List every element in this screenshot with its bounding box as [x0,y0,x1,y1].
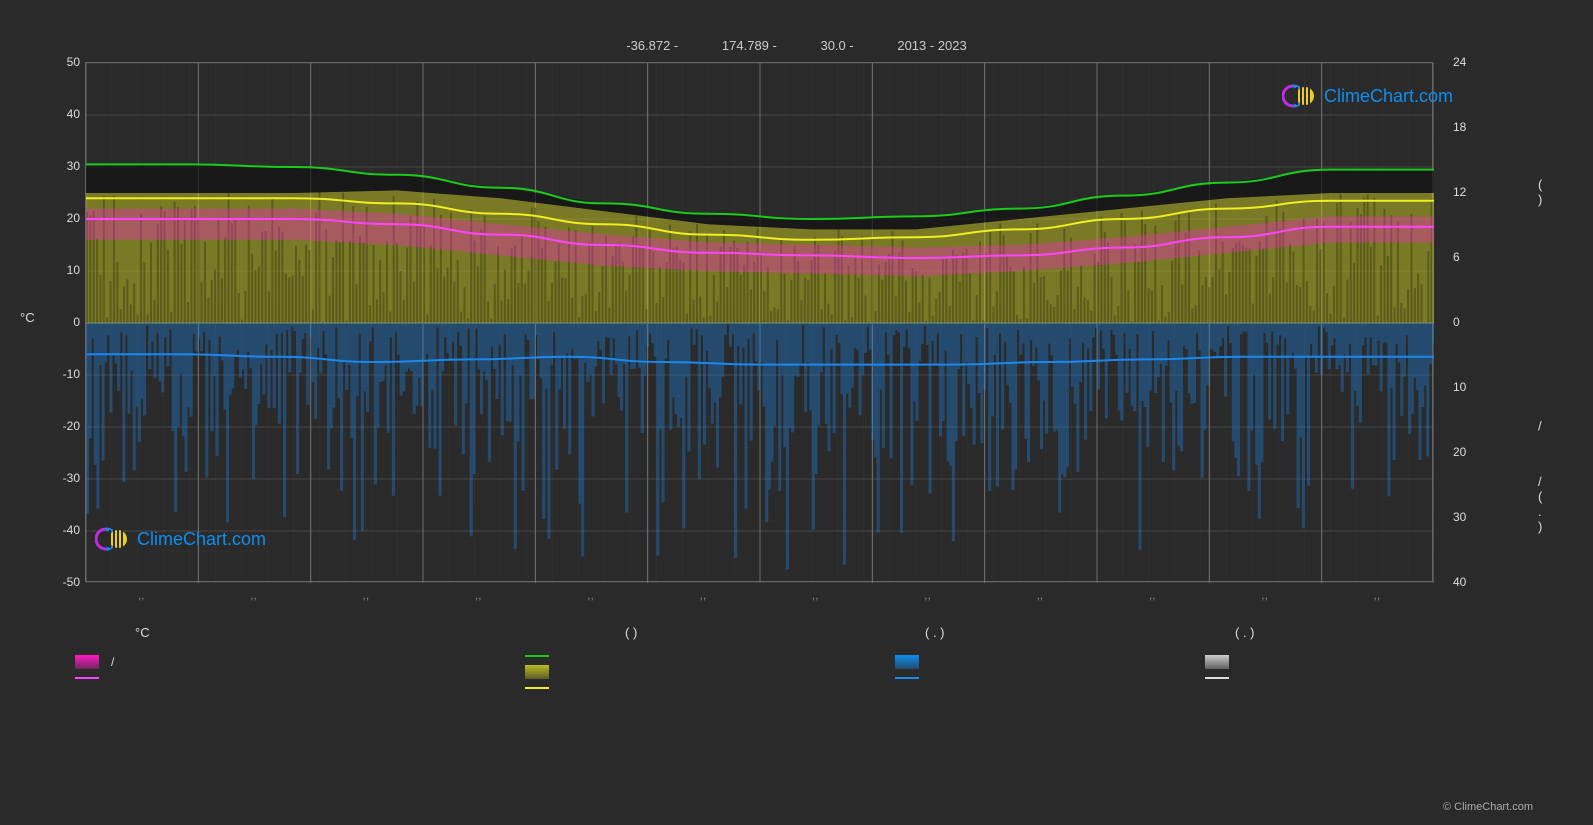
y-axis-left: 50403020100-10-20-30-40-50 [45,62,80,582]
legend-header-precip: ( . ) [895,625,1205,640]
legend-swatch [525,655,549,657]
x-tick: ,, [1036,588,1043,602]
y-right-label-bot: / ( . ) [1538,474,1542,534]
legend-item [895,677,1205,679]
y-left-tick: -30 [45,471,80,485]
y-left-tick: -10 [45,367,80,381]
legend-item [525,655,895,657]
y-left-tick: 0 [45,315,80,329]
x-tick: ,, [812,588,819,602]
header-years: 2013 - 2023 [897,38,966,53]
legend-header-other: ( . ) [1205,625,1255,640]
legend-swatch [895,677,919,679]
y-right-tick: 10 [1453,380,1466,394]
x-tick: ,, [1261,588,1268,602]
watermark-logo-top: ClimeChart.com [1282,82,1453,110]
y-right-tick: 20 [1453,445,1466,459]
y-right-tick: 30 [1453,510,1466,524]
x-tick: ,, [138,588,145,602]
legend-swatch [525,665,549,679]
legend-item [75,677,525,679]
y-left-tick: -50 [45,575,80,589]
legend-item [895,655,1205,669]
y-right-label-top: ( ) [1538,177,1542,207]
x-tick: ,, [699,588,706,602]
x-tick: ,, [1373,588,1380,602]
x-tick: ,, [1149,588,1156,602]
y-left-tick: 20 [45,211,80,225]
legend-label: / [111,655,114,669]
y-right-tick: 24 [1453,55,1466,69]
legend-swatch [75,677,99,679]
y-right-tick: 18 [1453,120,1466,134]
legend-swatch [1205,677,1229,679]
legend-item: / [75,655,525,669]
y-left-tick: 50 [45,55,80,69]
y-right-tick: 6 [1453,250,1460,264]
y-right-tick: 40 [1453,575,1466,589]
x-tick: ,, [475,588,482,602]
legend-item [525,687,895,689]
header-elev: 30.0 - [820,38,853,53]
y-right-tick: 0 [1453,315,1460,329]
y-left-tick: 10 [45,263,80,277]
y-left-tick: 30 [45,159,80,173]
climechart-logo-icon [1282,82,1316,110]
legend-item [1205,655,1455,669]
y-axis-right: 2418126010203040 [1453,62,1483,582]
legend: °C ( ) ( . ) ( . ) / [75,625,1475,697]
y-left-tick: -20 [45,419,80,433]
watermark-logo-bottom: ClimeChart.com [95,525,266,553]
legend-item [1205,677,1455,679]
legend-header-temp: °C [75,625,525,640]
x-tick: ,, [362,588,369,602]
y-right-label-mid: / [1538,419,1542,434]
climate-chart-container: -36.872 - 174.789 - 30.0 - 2013 - 2023 °… [0,0,1593,825]
legend-swatch [75,655,99,669]
legend-swatch [525,687,549,689]
y-left-tick: -40 [45,523,80,537]
x-tick: ,, [924,588,931,602]
legend-header-sun: ( ) [525,625,895,640]
legend-item [525,665,895,679]
brand-text: ClimeChart.com [1324,86,1453,107]
x-tick: ,, [250,588,257,602]
legend-swatch [895,655,919,669]
plot-area [85,62,1433,582]
header-lon: 174.789 - [722,38,777,53]
x-axis: ,,,,,,,,,,,,,,,,,,,,,,,, [85,588,1433,608]
chart-header-info: -36.872 - 174.789 - 30.0 - 2013 - 2023 [0,38,1593,53]
y-right-tick: 12 [1453,185,1466,199]
header-lat: -36.872 - [626,38,678,53]
chart-svg [86,63,1434,583]
legend-swatch [1205,655,1229,669]
x-tick: ,, [587,588,594,602]
brand-text: ClimeChart.com [137,529,266,550]
y-left-tick: 40 [45,107,80,121]
copyright-text: © ClimeChart.com [1443,801,1533,813]
climechart-logo-icon [95,525,129,553]
y-axis-left-label: °C [20,310,35,325]
